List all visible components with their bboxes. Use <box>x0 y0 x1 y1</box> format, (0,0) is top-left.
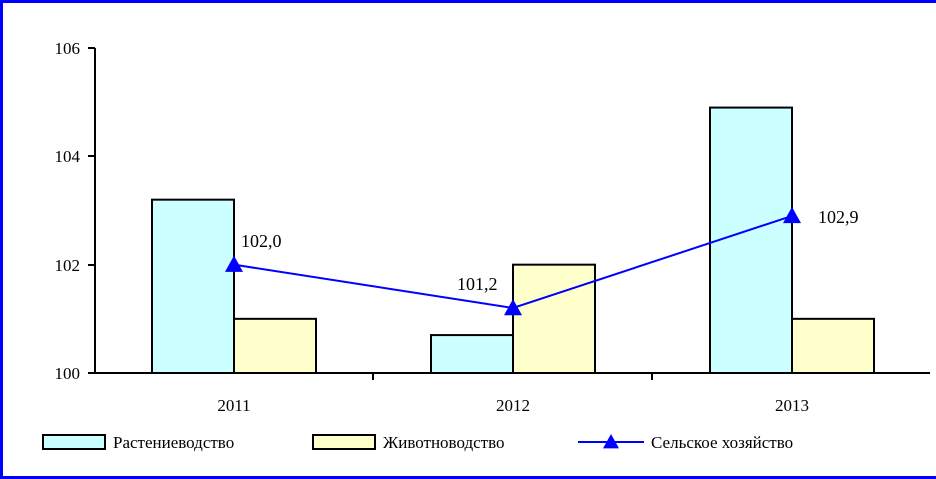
data-label-2011: 102,0 <box>241 231 282 251</box>
line-marker-2013 <box>783 206 801 224</box>
legend-label-zhivotnovodstvo: Животноводство <box>383 433 505 452</box>
legend-swatch-zhivotnovodstvo <box>312 434 376 450</box>
legend-marker-selskoe <box>603 434 619 449</box>
line-marker-2012 <box>504 299 522 316</box>
bar-zhivotnovodstvo-2011 <box>233 317 317 375</box>
bar-rastenievodstvo-2013 <box>709 106 793 374</box>
y-tick-label: 102 <box>55 256 81 275</box>
bar-zhivotnovodstvo-2012 <box>512 263 596 374</box>
legend-swatch-rastenievodstvo <box>42 434 106 450</box>
y-tick-label: 104 <box>55 147 81 166</box>
legend: Растениеводство Животноводство Сельское … <box>42 433 793 452</box>
data-label-2012: 101,2 <box>457 274 498 294</box>
y-tick-label: 106 <box>55 39 81 58</box>
data-label-2013: 102,9 <box>818 207 859 227</box>
line-marker-2011 <box>225 255 243 272</box>
x-tick-label: 2011 <box>217 396 250 415</box>
y-tick-label: 100 <box>55 364 81 383</box>
legend-label-selskoe: Сельское хозяйство <box>651 433 793 452</box>
bar-zhivotnovodstvo-2013 <box>791 317 875 375</box>
bar-rastenievodstvo-2012 <box>430 334 514 375</box>
x-tick-label: 2012 <box>496 396 530 415</box>
bars-group <box>151 106 875 375</box>
bar-rastenievodstvo-2011 <box>151 198 235 374</box>
legend-label-rastenievodstvo: Растениеводство <box>113 433 234 452</box>
x-tick-label: 2013 <box>775 396 809 415</box>
